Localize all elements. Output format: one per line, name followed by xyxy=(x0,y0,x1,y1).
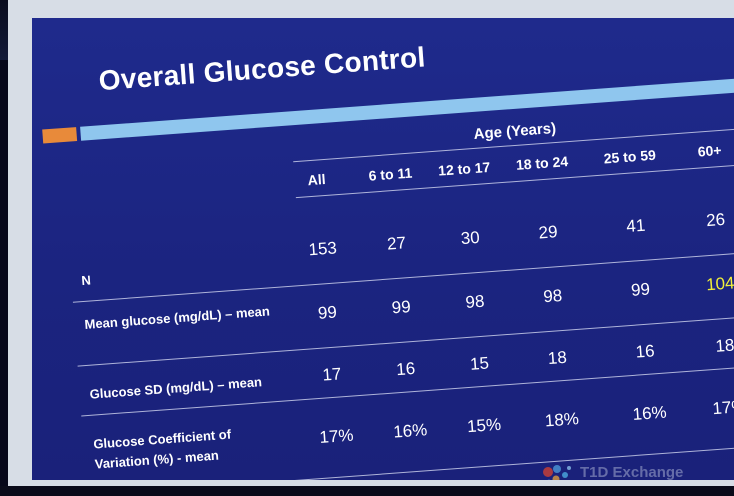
cell-glucose-sd-60-plus: 18 xyxy=(714,335,734,356)
cell-n-12-to-17: 30 xyxy=(460,227,481,249)
cell-n-all: 153 xyxy=(307,238,338,260)
slide-content: Overall Glucose Control Age (Years) All … xyxy=(32,18,734,480)
cell-n-6-to-11: 27 xyxy=(386,233,407,254)
column-header-12-to-17: 12 to 17 xyxy=(437,158,491,179)
column-header-25-to-59: 25 to 59 xyxy=(603,146,657,167)
cell-glucose-cv-12-to-17: 15% xyxy=(466,414,502,437)
row-label-glucose-cv: Glucose Coefficient of Variation (%) - m… xyxy=(92,426,232,472)
cell-glucose-cv-25-to-59: 16% xyxy=(631,402,668,425)
slide-title: Overall Glucose Control xyxy=(97,41,427,97)
age-group-header: Age (Years) xyxy=(473,119,557,143)
cell-glucose-cv-6-to-11: 16% xyxy=(392,420,428,442)
cell-glucose-sd-25-to-59: 16 xyxy=(634,341,656,362)
slide: Overall Glucose Control Age (Years) All … xyxy=(32,18,734,480)
cell-glucose-cv-60-plus: 17% xyxy=(711,396,734,419)
column-header-all: All xyxy=(307,170,327,189)
column-header-18-to-24: 18 to 24 xyxy=(515,153,569,173)
cell-glucose-sd-all: 17 xyxy=(321,364,343,385)
cell-n-25-to-59: 41 xyxy=(625,215,646,237)
projection-screen: Overall Glucose Control Age (Years) All … xyxy=(8,0,734,496)
row-label-n: N xyxy=(80,272,92,289)
cell-glucose-sd-12-to-17: 15 xyxy=(469,353,490,374)
cell-mean-glucose-18-to-24: 98 xyxy=(542,285,563,307)
row-label-glucose-sd: Glucose SD (mg/dL) – mean xyxy=(89,374,263,402)
room-floor xyxy=(0,486,734,496)
cell-n-18-to-24: 29 xyxy=(537,222,559,243)
cell-glucose-sd-6-to-11: 16 xyxy=(395,358,416,380)
logo-text: T1D Exchange xyxy=(580,464,684,480)
cell-n-60-plus: 26 xyxy=(705,209,726,231)
cell-mean-glucose-12-to-17: 98 xyxy=(464,291,486,312)
t1d-exchange-logo: T1D Exchange xyxy=(540,462,734,480)
cell-mean-glucose-25-to-59: 99 xyxy=(630,279,651,300)
cell-glucose-cv-all: 17% xyxy=(318,425,355,448)
column-header-60-plus: 60+ xyxy=(697,141,722,160)
cell-mean-glucose-60-plus: 104 xyxy=(705,273,734,295)
column-header-6-to-11: 6 to 11 xyxy=(368,164,413,184)
cell-glucose-cv-18-to-24: 18% xyxy=(544,409,580,431)
logo-dots-icon xyxy=(543,465,571,480)
cell-mean-glucose-all: 99 xyxy=(317,302,338,323)
accent-bar-orange xyxy=(42,127,78,144)
cell-glucose-sd-18-to-24: 18 xyxy=(547,347,568,369)
row-label-mean-glucose: Mean glucose (mg/dL) – mean xyxy=(84,303,271,332)
cell-mean-glucose-6-to-11: 99 xyxy=(391,297,412,318)
